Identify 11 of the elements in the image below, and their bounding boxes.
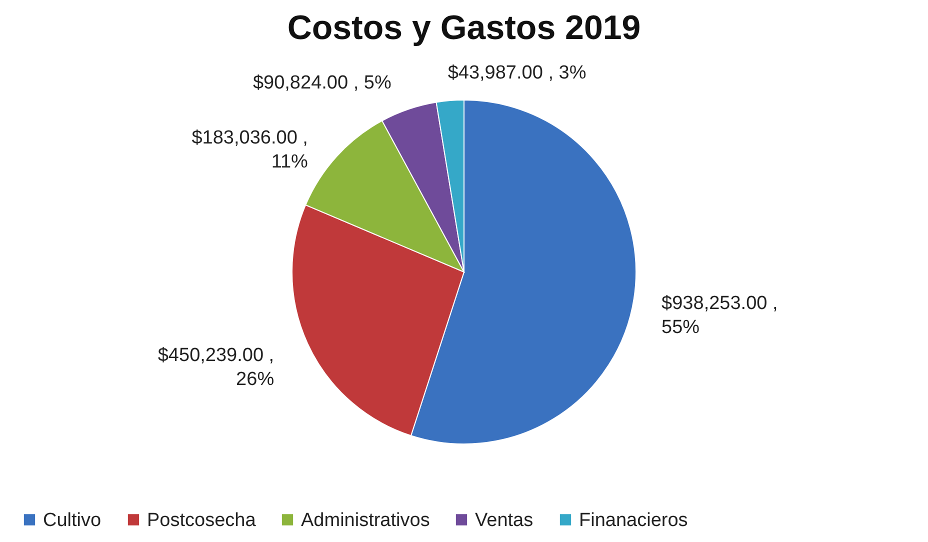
legend-label: Administrativos bbox=[301, 510, 430, 531]
legend-label: Cultivo bbox=[43, 510, 102, 531]
data-label: $183,036.00 , 11% bbox=[192, 128, 308, 173]
chart-title: Costos y Gastos 2019 bbox=[287, 9, 641, 47]
legend-label: Postcosecha bbox=[147, 510, 256, 531]
data-label: $43,987.00 , 3% bbox=[448, 62, 586, 84]
legend-label: Ventas bbox=[475, 510, 534, 531]
data-label: $90,824.00 , 5% bbox=[252, 72, 392, 94]
legend-label: Finanacieros bbox=[579, 510, 688, 531]
data-label: $938,253.00 , 55% bbox=[662, 293, 778, 338]
data-label: $450,239.00 , 26% bbox=[158, 345, 274, 390]
